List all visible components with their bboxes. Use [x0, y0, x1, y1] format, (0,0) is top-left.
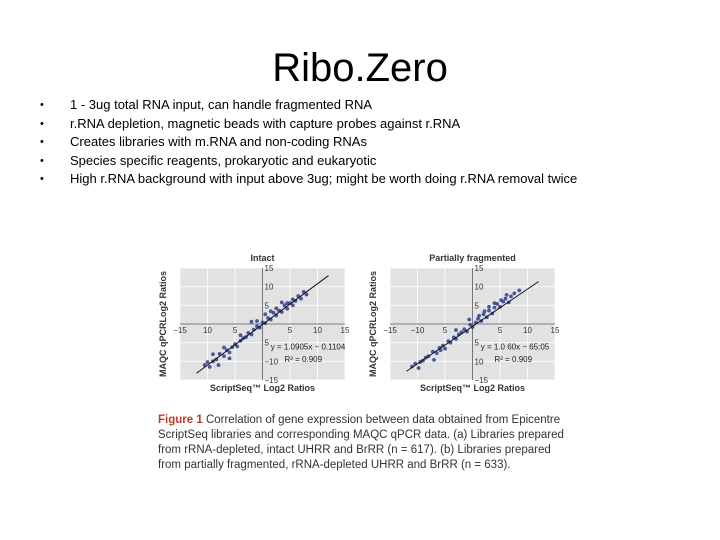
- fit-equation: y = 1.0 60x − 65:05: [481, 342, 550, 351]
- data-point: [509, 294, 513, 299]
- r-squared: R² = 0.909: [285, 355, 323, 364]
- figure: −15 10 5 5 10 15 −15 −10 5 5 10 15 y = 1.0905x − 0.1…: [150, 248, 570, 480]
- y-tick-label: 5: [475, 301, 480, 310]
- data-point: [211, 352, 215, 357]
- x-tick-label: −10: [411, 326, 425, 335]
- data-point: [454, 328, 458, 332]
- x-tick-label: 5: [233, 326, 238, 335]
- chart-title: Partially fragmented: [429, 253, 516, 263]
- x-tick-label: 5: [443, 326, 448, 335]
- data-point: [227, 356, 232, 361]
- y-tick-label: 5: [475, 339, 480, 348]
- data-point: [222, 345, 226, 350]
- data-point: [476, 316, 480, 321]
- y-tick-label: 10: [475, 283, 484, 292]
- data-point: [217, 351, 222, 356]
- data-point: [299, 296, 303, 301]
- bullet-item: Creates libraries with m.RNA and non-cod…: [40, 133, 577, 152]
- bullet-item: Species specific reagents, prokaryotic a…: [40, 152, 577, 171]
- x-axis-label: ScriptSeq™ Log2 Ratios: [420, 383, 525, 393]
- data-point: [517, 288, 522, 293]
- y-tick-label: 10: [265, 283, 274, 292]
- fit-line: [196, 275, 329, 374]
- y-tick-label: −15: [475, 376, 489, 385]
- bullet-item: 1 - 3ug total RNA input, can handle frag…: [40, 96, 577, 115]
- data-point: [263, 321, 268, 326]
- data-point: [304, 292, 309, 297]
- fit-line: [406, 281, 539, 372]
- y-tick-label: −15: [265, 376, 279, 385]
- data-point: [235, 344, 240, 349]
- data-point: [290, 303, 295, 308]
- data-point: [288, 301, 292, 305]
- data-point: [498, 304, 502, 309]
- data-point: [263, 312, 268, 317]
- y-axis-label: MAQC qPCRLog2 Ratios: [158, 271, 168, 377]
- data-point: [443, 346, 447, 351]
- y-tick-label: 5: [265, 339, 270, 348]
- r-squared: R² = 0.909: [495, 355, 533, 364]
- data-point: [222, 354, 226, 359]
- x-tick-label: 10: [203, 326, 212, 335]
- data-point: [216, 363, 221, 367]
- data-point: [503, 296, 508, 301]
- x-axis-label: ScriptSeq™ Log2 Ratios: [210, 383, 315, 393]
- figure-caption: Figure 1 Correlation of gene expression …: [158, 413, 570, 473]
- data-point: [274, 306, 279, 311]
- y-axis-label: MAQC qPCRLog2 Ratios: [368, 271, 378, 377]
- data-point: [410, 364, 414, 369]
- bullet-list: 1 - 3ug total RNA input, can handle frag…: [40, 96, 577, 189]
- data-point: [487, 308, 491, 313]
- fit-equation: y = 1.0905x − 0.1104: [271, 342, 346, 351]
- data-point: [279, 300, 284, 305]
- x-tick-label: 5: [288, 326, 293, 335]
- data-point: [499, 298, 503, 303]
- data-point: [440, 343, 445, 348]
- data-point: [268, 309, 273, 314]
- y-tick-label: 15: [475, 264, 484, 273]
- bullet-item: High r.RNA background with input above 3…: [40, 170, 577, 189]
- data-point: [467, 317, 472, 322]
- caption-label: Figure 1: [158, 414, 203, 426]
- data-point: [482, 309, 487, 314]
- data-point: [432, 357, 436, 362]
- x-tick-label: 10: [523, 326, 532, 335]
- x-tick-label: 5: [498, 326, 503, 335]
- data-point: [462, 327, 467, 332]
- x-tick-label: 15: [551, 326, 560, 335]
- x-tick-label: 15: [341, 326, 350, 335]
- data-point: [481, 312, 486, 317]
- data-point: [504, 292, 509, 297]
- data-point: [492, 301, 497, 305]
- data-point: [285, 306, 290, 311]
- data-point: [487, 304, 491, 309]
- data-point: [255, 319, 259, 323]
- data-point: [492, 305, 497, 310]
- caption-text: Correlation of gene expression between d…: [158, 414, 564, 471]
- data-point: [205, 360, 210, 364]
- y-tick-label: 5: [265, 301, 270, 310]
- data-point: [207, 365, 212, 369]
- data-point: [434, 351, 439, 356]
- x-tick-label: −15: [173, 326, 187, 335]
- y-tick-label: 10: [475, 357, 484, 366]
- x-tick-label: −15: [383, 326, 397, 335]
- scatter-plots: −15 10 5 5 10 15 −15 −10 5 5 10 15 y = 1.0905x − 0.1…: [158, 253, 560, 393]
- data-point: [416, 366, 421, 370]
- data-point: [477, 313, 481, 318]
- data-point: [249, 319, 254, 324]
- data-point: [512, 291, 517, 296]
- bullet-item: r.RNA depletion, magnetic beads with cap…: [40, 115, 577, 134]
- data-point: [227, 350, 232, 355]
- data-point: [285, 301, 290, 305]
- data-point: [282, 303, 287, 308]
- y-tick-label: 15: [265, 264, 274, 273]
- data-point: [238, 333, 243, 338]
- y-tick-label: −10: [265, 357, 279, 366]
- chart-title: Intact: [250, 253, 274, 263]
- x-tick-label: 10: [313, 326, 322, 335]
- data-point: [290, 297, 295, 302]
- slide-title: Ribo.Zero: [272, 46, 448, 90]
